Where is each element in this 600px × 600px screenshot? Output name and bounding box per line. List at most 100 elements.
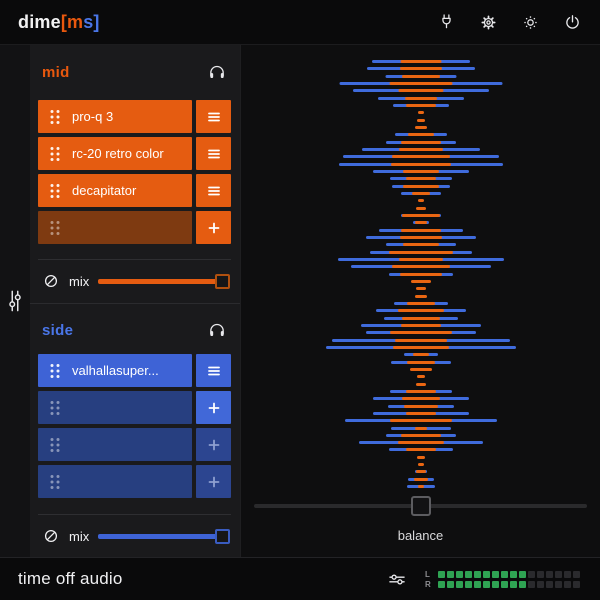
mid-level-bar: [405, 389, 436, 393]
waveform-row: [241, 448, 600, 452]
waveform-row: [241, 228, 600, 232]
mid-level-bar: [407, 133, 434, 137]
power-icon[interactable]: [562, 12, 582, 32]
mid-level-bar: [401, 316, 440, 320]
mid-level-bar: [402, 184, 439, 188]
mid-plugin-slot[interactable]: decapitator: [38, 174, 192, 207]
waveform-row: [241, 441, 600, 445]
side-divider: [38, 514, 231, 515]
side-slot-row: [38, 465, 231, 498]
meter-segment-lit: [456, 580, 463, 588]
mid-mix-bypass-icon[interactable]: [42, 272, 60, 290]
mid-mix-label: mix: [69, 273, 90, 289]
side-mix-slider[interactable]: [98, 528, 230, 544]
side-plugin-slot-empty[interactable]: [38, 465, 192, 498]
mixer-sliders-icon[interactable]: [387, 569, 407, 589]
mid-mix-slider-handle[interactable]: [215, 273, 230, 289]
waveform-row: [241, 125, 600, 129]
waveform-row: [241, 367, 600, 371]
slot-add-button[interactable]: [196, 428, 231, 461]
mid-plugin-slot[interactable]: rc-20 retro color: [38, 137, 192, 170]
slot-add-button[interactable]: [196, 391, 231, 424]
meter-segment-lit: [447, 570, 454, 578]
waveform-row: [241, 485, 600, 489]
brightness-icon[interactable]: [520, 12, 540, 32]
side-mix-label: mix: [69, 528, 90, 544]
waveform-row: [241, 250, 600, 254]
waveform-row: [241, 118, 600, 122]
mid-level-bar: [417, 199, 424, 203]
waveform-row: [241, 477, 600, 481]
mid-level-bar: [398, 147, 443, 151]
mid-plugin-slot[interactable]: pro-q 3: [38, 100, 192, 133]
meter-segment-off: [537, 570, 544, 578]
waveform-row: [241, 265, 600, 269]
side-section-header: side: [42, 317, 227, 343]
meter-segment-off: [555, 570, 562, 578]
mid-level-bar: [397, 309, 444, 313]
left-rail: [0, 45, 30, 557]
waveform-row: [241, 272, 600, 276]
waveform-row: [241, 419, 600, 423]
waveform-row: [241, 199, 600, 203]
slot-add-button[interactable]: [196, 465, 231, 498]
mid-level-bar: [390, 162, 451, 166]
mid-level-bar: [400, 433, 441, 437]
mid-plugin-slot-empty[interactable]: [38, 211, 192, 244]
channel-controls-icon[interactable]: [4, 287, 26, 315]
mid-level-bar: [389, 331, 452, 335]
waveform-row: [241, 353, 600, 357]
meter-segment-lit: [519, 580, 526, 588]
mid-headphones-icon[interactable]: [207, 62, 227, 82]
side-headphones-icon[interactable]: [207, 320, 227, 340]
side-plugin-slot[interactable]: valhallasuper...: [38, 354, 192, 387]
mid-level-bar: [401, 74, 440, 78]
channel-strip-panel: mid pro-q 3 rc-20 retro color decapitator: [30, 45, 240, 557]
waveform-row: [241, 243, 600, 247]
mid-level-bar: [413, 477, 428, 481]
meter-channel-label: R: [425, 579, 431, 589]
waveform-row: [241, 287, 600, 291]
meter-segment-lit: [438, 580, 445, 588]
side-plugin-slot-empty[interactable]: [38, 428, 192, 461]
waveform-row: [241, 426, 600, 430]
top-bar-actions: [436, 12, 582, 32]
waveform-row: [241, 360, 600, 364]
mid-level-bar: [399, 272, 442, 276]
settings-gear-icon[interactable]: [478, 12, 498, 32]
waveform-row: [241, 213, 600, 217]
mid-level-bar: [400, 60, 441, 63]
slot-menu-button[interactable]: [196, 354, 231, 387]
slot-menu-button[interactable]: [196, 137, 231, 170]
side-section-title: side: [42, 321, 74, 339]
mid-mix-slider[interactable]: [98, 273, 230, 289]
mid-slot-row: pro-q 3: [38, 100, 231, 133]
side-mix-row: mix: [42, 525, 230, 547]
slot-add-button[interactable]: [196, 211, 231, 244]
meter-segment-lit: [474, 580, 481, 588]
plug-icon[interactable]: [436, 12, 456, 32]
mid-level-bar: [398, 257, 443, 261]
side-plugin-slot-empty[interactable]: [38, 391, 192, 424]
waveform-row: [241, 221, 600, 225]
mid-level-bar: [414, 221, 427, 225]
meter-row-l: L: [425, 570, 580, 578]
mid-slot-row: [38, 211, 231, 244]
mid-slot-row: rc-20 retro color: [38, 137, 231, 170]
side-mix-bypass-icon[interactable]: [42, 527, 60, 545]
mid-level-bar: [415, 470, 426, 474]
balance-slider-handle[interactable]: [410, 496, 431, 516]
slot-menu-button[interactable]: [196, 100, 231, 133]
waveform-row: [241, 235, 600, 239]
waveform-row: [241, 382, 600, 386]
slot-menu-button[interactable]: [196, 174, 231, 207]
meter-segment-off: [573, 570, 580, 578]
mid-section-title: mid: [42, 63, 70, 81]
waveform-row: [241, 155, 600, 159]
waveform-row: [241, 404, 600, 408]
side-mix-slider-handle[interactable]: [215, 528, 230, 544]
waveform-row: [241, 345, 600, 349]
mid-level-bar: [391, 155, 450, 159]
meter-segment-lit: [474, 570, 481, 578]
meter-segment-lit: [438, 570, 445, 578]
